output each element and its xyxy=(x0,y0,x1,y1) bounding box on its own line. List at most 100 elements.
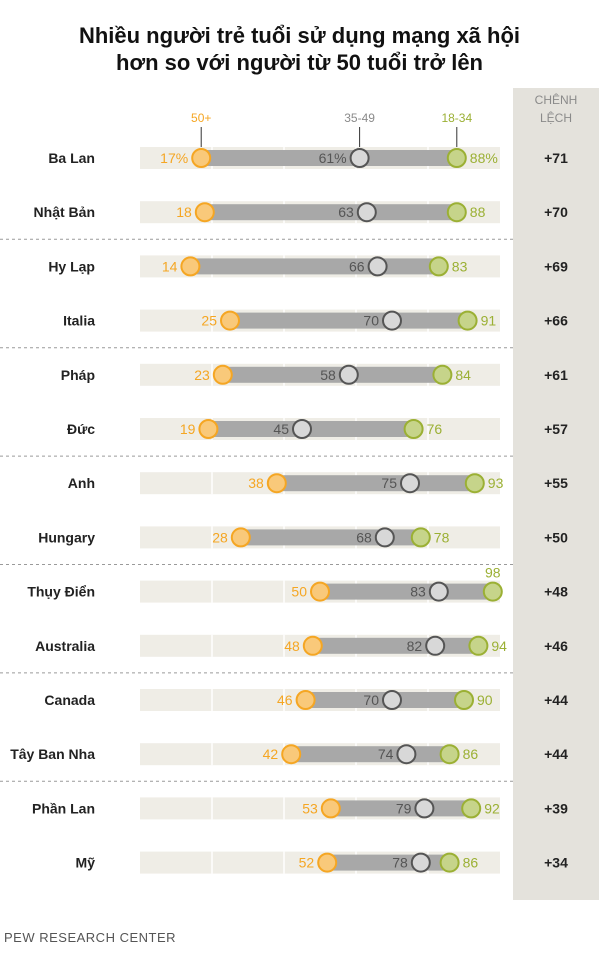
diff-value-anh: +55 xyxy=(544,475,568,491)
diff-value-mỹ: +34 xyxy=(544,855,568,871)
range-bar-nhật-bản xyxy=(204,204,457,221)
dot-50plus-canada xyxy=(295,690,316,710)
dot-35-49-canada xyxy=(382,690,402,710)
value-label-18-34: 84 xyxy=(455,367,471,383)
diff-column-background xyxy=(513,88,599,900)
value-label-18-34: 88 xyxy=(470,204,486,220)
value-label-35-49: 70 xyxy=(363,692,379,708)
value-label-18-34: 83 xyxy=(452,258,468,274)
country-label-phần-lan: Phần Lan xyxy=(32,800,95,816)
dot-50plus-phần-lan xyxy=(320,798,341,819)
dot-50plus-mỹ xyxy=(317,852,338,873)
dot-35-49-pháp xyxy=(338,364,359,385)
diff-value-phần-lan: +39 xyxy=(544,800,568,816)
dot-18-34-đức xyxy=(403,419,424,439)
country-label-đức: Đức xyxy=(67,421,95,437)
dot-35-49-phần-lan xyxy=(414,798,435,819)
source-credit: PEW RESEARCH CENTER xyxy=(4,930,177,945)
dot-35-49-australia xyxy=(425,635,446,656)
dot-50plus-hy-lạp xyxy=(180,256,201,277)
country-label-hungary: Hungary xyxy=(38,529,95,545)
value-label-50plus: 28 xyxy=(212,529,228,545)
value-label-50plus: 18 xyxy=(176,204,192,220)
legend-label-18-34: 18-34 xyxy=(441,111,472,125)
range-bar-thụy-điển xyxy=(320,583,493,600)
value-label-35-49: 45 xyxy=(273,421,289,437)
dot-50plus-thụy-điển xyxy=(310,581,330,602)
chart-title: Nhiều người trẻ tuổi sử dụng mạng xã hội… xyxy=(0,22,599,76)
diff-value-italia: +66 xyxy=(544,313,568,329)
value-label-35-49: 58 xyxy=(320,367,336,383)
dot-18-34-mỹ xyxy=(439,852,460,873)
dot-18-34-pháp xyxy=(432,364,453,385)
dot-18-34-australia xyxy=(468,635,489,656)
dot-50plus-ba-lan xyxy=(191,148,212,168)
value-label-35-49: 78 xyxy=(392,855,408,871)
value-label-50plus: 38 xyxy=(248,475,264,491)
value-label-50plus: 42 xyxy=(263,746,279,762)
diff-value-canada: +44 xyxy=(544,692,568,708)
dot-18-34-tây-ban-nha xyxy=(439,744,460,765)
value-label-50plus: 48 xyxy=(284,638,300,654)
range-bar-phần-lan xyxy=(330,800,472,817)
value-label-18-34: 91 xyxy=(481,313,497,329)
range-bar-mỹ xyxy=(327,854,450,871)
value-label-18-34: 86 xyxy=(463,746,479,762)
dot-18-34-phần-lan xyxy=(461,798,482,819)
country-label-australia: Australia xyxy=(35,638,95,654)
value-label-18-34: 93 xyxy=(488,475,504,491)
value-label-18-34: 92 xyxy=(484,800,500,816)
dot-35-49-nhật-bản xyxy=(356,202,377,223)
value-label-18-34: 90 xyxy=(477,692,493,708)
value-label-18-34: 94 xyxy=(491,638,507,654)
value-label-18-34: 76 xyxy=(427,421,443,437)
value-label-18-34: 98 xyxy=(485,565,501,581)
range-bar-tây-ban-nha xyxy=(291,746,450,763)
value-label-50plus: 46 xyxy=(277,692,293,708)
diff-value-ba-lan: +71 xyxy=(544,150,568,166)
dot-35-49-đức xyxy=(292,419,312,439)
range-bar-pháp xyxy=(222,366,443,383)
value-label-35-49: 82 xyxy=(407,638,423,654)
value-label-50plus: 19 xyxy=(180,421,196,437)
dot-50plus-tây-ban-nha xyxy=(281,744,302,765)
dot-50plus-australia xyxy=(302,635,323,656)
dot-50plus-anh xyxy=(266,473,287,494)
dot-18-34-hungary xyxy=(410,527,431,548)
value-label-50plus: 50 xyxy=(291,584,307,600)
value-label-35-49: 75 xyxy=(381,475,397,491)
diff-value-hy-lạp: +69 xyxy=(544,258,568,274)
range-bar-hy-lạp xyxy=(190,258,439,275)
dot-18-34-italia xyxy=(457,310,478,331)
diff-value-australia: +46 xyxy=(544,638,568,654)
value-label-35-49: 70 xyxy=(363,313,379,329)
value-label-50plus: 14 xyxy=(162,258,178,274)
country-label-anh: Anh xyxy=(68,475,95,491)
diff-header-line-1: CHÊNH xyxy=(535,92,578,107)
value-label-50plus: 25 xyxy=(201,313,217,329)
value-label-35-49: 61% xyxy=(319,150,347,166)
value-label-35-49: 74 xyxy=(378,746,394,762)
value-label-18-34: 88% xyxy=(470,150,498,166)
value-label-35-49: 66 xyxy=(349,258,365,274)
diff-value-hungary: +50 xyxy=(544,529,568,545)
diff-value-thụy-điển: +48 xyxy=(544,584,568,600)
dot-35-49-mỹ xyxy=(410,852,431,873)
range-bar-ba-lan xyxy=(201,150,457,166)
dot-35-49-thụy-điển xyxy=(428,581,449,602)
dot-35-49-anh xyxy=(400,473,420,494)
value-label-35-49: 79 xyxy=(396,800,412,816)
country-label-tây-ban-nha: Tây Ban Nha xyxy=(10,746,95,762)
value-label-50plus: 53 xyxy=(302,800,318,816)
dot-18-34-canada xyxy=(454,690,474,710)
country-label-thụy-điển: Thụy Điển xyxy=(27,584,95,600)
dot-50plus-đức xyxy=(198,419,219,439)
country-label-nhật-bản: Nhật Bản xyxy=(34,204,95,220)
country-label-canada: Canada xyxy=(44,692,95,708)
value-label-50plus: 17% xyxy=(160,150,188,166)
dot-18-34-anh xyxy=(464,473,485,494)
dot-50plus-italia xyxy=(220,310,240,331)
country-label-mỹ: Mỹ xyxy=(76,855,96,871)
diff-value-tây-ban-nha: +44 xyxy=(544,746,568,762)
value-label-50plus: 23 xyxy=(194,367,210,383)
